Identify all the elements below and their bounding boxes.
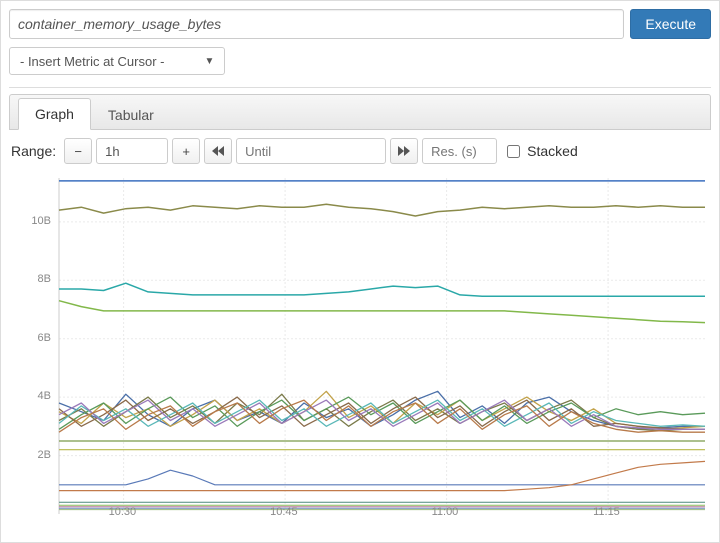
range-minus-button[interactable]: − — [64, 138, 92, 164]
y-tick-label: 2B — [13, 449, 51, 461]
time-forward-button[interactable] — [390, 138, 418, 164]
execute-button[interactable]: Execute — [630, 9, 711, 39]
chart-svg — [9, 174, 709, 534]
x-tick-label: 10:45 — [270, 506, 298, 518]
stacked-checkbox[interactable] — [507, 145, 520, 158]
tabs: Graph Tabular — [9, 94, 711, 130]
chart-area: 2B 4B 6B 8B 10B 10:30 10:45 11:00 11:15 — [9, 174, 711, 534]
until-input[interactable] — [236, 138, 386, 164]
metric-dropdown[interactable]: - Insert Metric at Cursor - ▼ — [9, 47, 225, 75]
query-row: Execute — [9, 9, 711, 39]
time-back-button[interactable] — [204, 138, 232, 164]
tab-tabular[interactable]: Tabular — [91, 99, 171, 130]
x-tick-label: 11:00 — [432, 506, 459, 518]
divider — [9, 87, 711, 88]
range-plus-button[interactable]: + — [172, 138, 200, 164]
chevron-down-icon: ▼ — [204, 56, 214, 67]
app-frame: Execute - Insert Metric at Cursor - ▼ Gr… — [0, 0, 720, 543]
y-tick-label: 6B — [13, 332, 51, 344]
metric-dropdown-label: - Insert Metric at Cursor - — [20, 54, 164, 69]
range-label: Range: — [11, 143, 56, 159]
fast-backward-icon — [212, 146, 224, 156]
y-tick-label: 8B — [13, 273, 51, 285]
resolution-input[interactable] — [422, 138, 497, 164]
tab-graph[interactable]: Graph — [18, 98, 91, 130]
y-tick-label: 4B — [13, 390, 51, 402]
fast-forward-icon — [398, 146, 410, 156]
stacked-label: Stacked — [527, 143, 578, 159]
x-tick-label: 10:30 — [109, 506, 137, 518]
controls-row: Range: − + Stacked — [9, 130, 711, 170]
query-input[interactable] — [9, 9, 624, 39]
y-tick-label: 10B — [13, 215, 51, 227]
x-tick-label: 11:15 — [593, 506, 620, 518]
range-input[interactable] — [96, 138, 168, 164]
